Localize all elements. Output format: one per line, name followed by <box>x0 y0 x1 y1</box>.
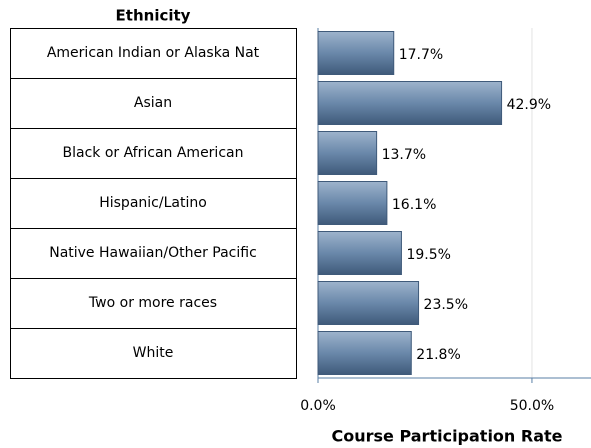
category-header: Ethnicity <box>116 7 191 25</box>
category-label: Asian <box>134 95 172 111</box>
bar <box>317 181 388 225</box>
category-label: Two or more races <box>88 295 217 311</box>
category-cell <box>10 178 297 229</box>
value-label: 13.7% <box>382 147 426 163</box>
category-label: Native Hawaiian/Other Pacific <box>49 245 257 261</box>
bar <box>317 281 420 325</box>
value-label: 21.8% <box>416 347 460 363</box>
value-label: 42.9% <box>507 97 551 113</box>
value-label: 16.1% <box>392 197 436 213</box>
x-tick-label: 0.0% <box>300 398 336 414</box>
value-label: 19.5% <box>406 247 450 263</box>
x-tick-label: 50.0% <box>510 398 554 414</box>
category-label: Hispanic/Latino <box>99 195 207 211</box>
bar <box>317 81 503 125</box>
category-label: American Indian or Alaska Nat <box>47 45 260 61</box>
category-cell <box>10 228 297 279</box>
category-label: White <box>133 345 174 361</box>
category-label: Black or African American <box>63 145 244 161</box>
x-axis-title: Course Participation Rate <box>332 427 563 446</box>
value-label: 23.5% <box>424 297 468 313</box>
bar <box>317 231 402 275</box>
category-cell <box>10 78 297 129</box>
category-cell <box>10 278 297 329</box>
category-cell <box>10 328 297 379</box>
value-label: 17.7% <box>399 47 443 63</box>
category-cell <box>10 128 297 179</box>
bar <box>317 31 395 75</box>
bar <box>317 131 378 175</box>
bar <box>317 331 412 375</box>
